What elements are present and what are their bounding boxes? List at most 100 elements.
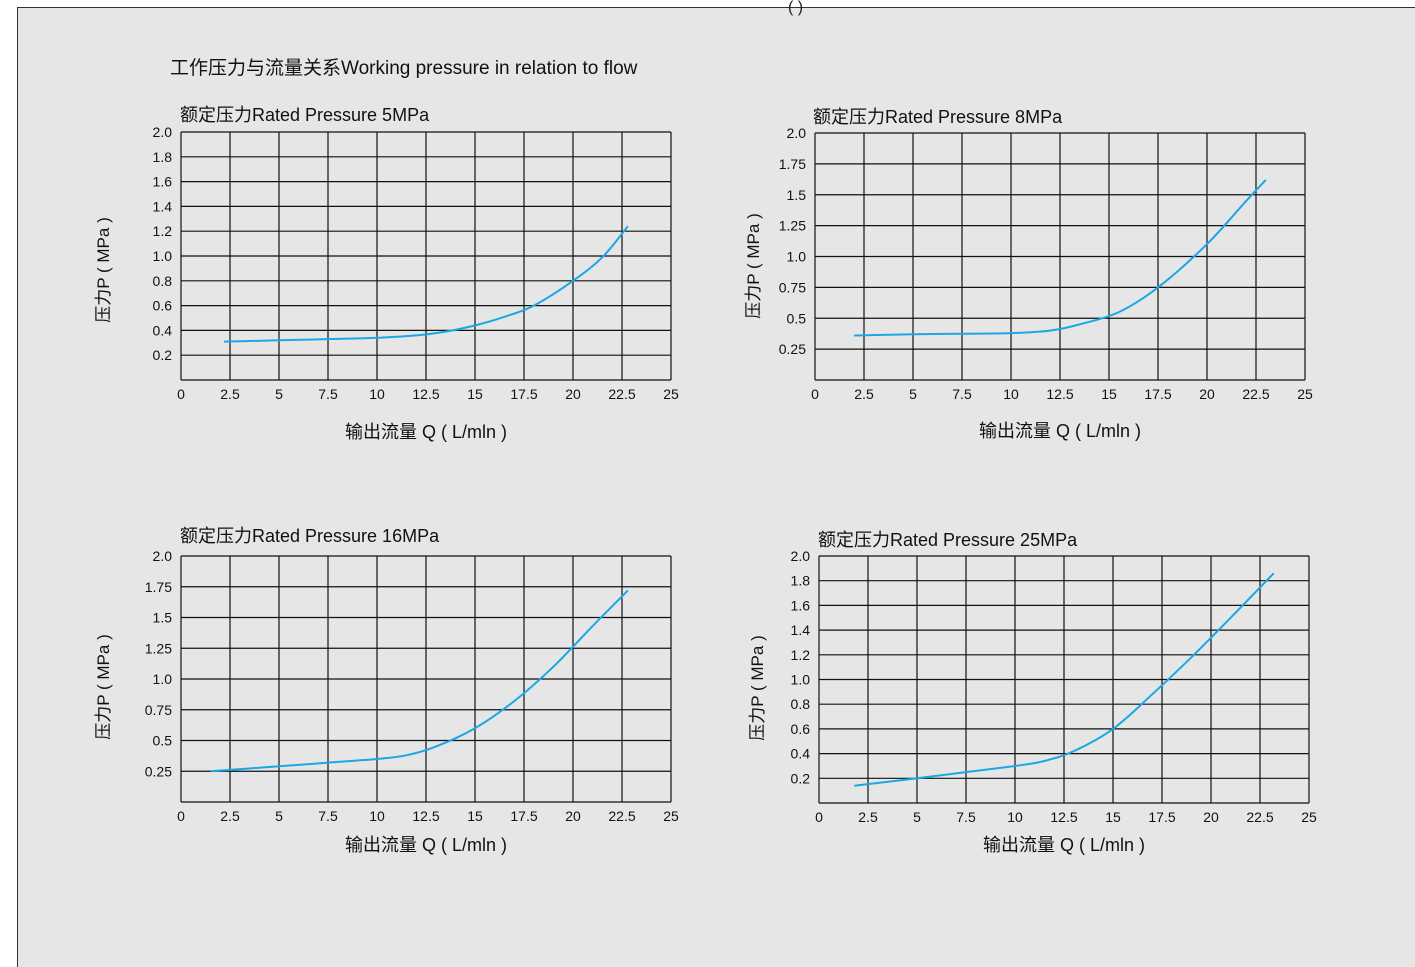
x-tick-label: 0 xyxy=(177,808,185,824)
y-tick-label: 1.0 xyxy=(787,249,807,265)
y-axis-label: 压力P ( MPa ) xyxy=(748,635,767,740)
x-tick-label: 12.5 xyxy=(1050,809,1077,825)
x-tick-label: 15 xyxy=(1101,386,1117,402)
chart-2: 额定压力Rated Pressure 8MPa 0.25 0.5 0.75 1.0 1.2… xyxy=(744,107,1313,441)
x-tick-label: 17.5 xyxy=(510,386,537,402)
chart-1: 额定压力Rated Pressure 5MPa 0.2 0.4 0.6 0.8 1.0 1.… xyxy=(94,105,679,442)
x-axis-label: 输出流量 Q ( L/mln ) xyxy=(345,422,507,442)
y-tick-label: 2.0 xyxy=(153,124,173,140)
y-tick-label: 1.4 xyxy=(153,198,173,214)
x-tick-label: 25 xyxy=(1297,386,1313,402)
x-tick-label: 22.5 xyxy=(1242,386,1269,402)
series-line xyxy=(854,572,1275,787)
chart-title: 额定压力Rated Pressure 16MPa xyxy=(180,526,440,546)
x-tick-label: 10 xyxy=(369,386,385,402)
x-tick-label: 2.5 xyxy=(854,386,874,402)
x-tick-label: 17.5 xyxy=(1144,386,1171,402)
y-tick-label: 1.6 xyxy=(791,597,811,613)
y-tick-label: 1.5 xyxy=(153,610,173,626)
x-tick-label: 2.5 xyxy=(220,386,240,402)
y-tick-label: 2.0 xyxy=(791,548,811,564)
x-tick-label: 12.5 xyxy=(412,386,439,402)
y-tick-label: 0.5 xyxy=(153,733,173,749)
y-tick-label: 0.75 xyxy=(779,279,806,295)
x-tick-label: 20 xyxy=(1203,809,1219,825)
x-tick-label: 7.5 xyxy=(318,808,338,824)
y-tick-label: 0.75 xyxy=(145,702,172,718)
y-tick-label: 0.25 xyxy=(779,341,806,357)
series-line xyxy=(210,589,629,773)
y-tick-label: 1.4 xyxy=(791,622,811,638)
x-tick-label: 0 xyxy=(815,809,823,825)
x-tick-label: 15 xyxy=(467,808,483,824)
x-tick-label: 0 xyxy=(811,386,819,402)
y-axis-label: 压力P ( MPa ) xyxy=(744,213,763,318)
y-axis-label: 压力P ( MPa ) xyxy=(94,217,113,322)
chart-3: 额定压力Rated Pressure 16MPa 0.25 0.5 0.75 1.0 1.… xyxy=(94,526,679,855)
x-tick-label: 17.5 xyxy=(510,808,537,824)
y-tick-label: 0.6 xyxy=(153,298,173,314)
series-line xyxy=(854,179,1267,337)
top-cut-text: ( ) xyxy=(788,0,804,16)
x-axis-label: 输出流量 Q ( L/mln ) xyxy=(345,835,507,855)
x-tick-label: 20 xyxy=(565,386,581,402)
x-tick-label: 5 xyxy=(909,386,917,402)
x-tick-label: 7.5 xyxy=(318,386,338,402)
x-tick-label: 25 xyxy=(1301,809,1317,825)
x-tick-label: 22.5 xyxy=(608,386,635,402)
x-tick-label: 5 xyxy=(913,809,921,825)
y-tick-label: 1.75 xyxy=(779,156,806,172)
y-tick-label: 1.8 xyxy=(791,573,811,589)
x-tick-label: 2.5 xyxy=(858,809,878,825)
y-tick-label: 0.2 xyxy=(791,770,811,786)
y-tick-label: 1.0 xyxy=(153,671,173,687)
x-tick-label: 5 xyxy=(275,386,283,402)
x-tick-label: 12.5 xyxy=(1046,386,1073,402)
y-tick-label: 0.4 xyxy=(153,322,173,338)
y-tick-label: 1.25 xyxy=(145,640,172,656)
y-tick-label: 1.6 xyxy=(153,174,173,190)
x-axis-label: 输出流量 Q ( L/mln ) xyxy=(983,835,1145,855)
x-tick-label: 17.5 xyxy=(1148,809,1175,825)
y-tick-label: 0.8 xyxy=(153,273,173,289)
y-tick-label: 1.25 xyxy=(779,218,806,234)
y-tick-label: 2.0 xyxy=(153,548,173,564)
x-tick-label: 20 xyxy=(1199,386,1215,402)
y-tick-label: 1.0 xyxy=(153,248,173,264)
y-tick-label: 1.75 xyxy=(145,579,172,595)
x-tick-label: 15 xyxy=(467,386,483,402)
chart-title: 额定压力Rated Pressure 5MPa xyxy=(180,105,430,125)
chart-4: 额定压力Rated Pressure 25MPa 0.2 0.4 0.6 0.8 1.0 1… xyxy=(748,530,1317,855)
y-tick-label: 0.25 xyxy=(145,763,172,779)
y-tick-label: 0.8 xyxy=(791,696,811,712)
y-tick-label: 0.5 xyxy=(787,310,807,326)
x-tick-label: 0 xyxy=(177,386,185,402)
y-axis-label: 压力P ( MPa ) xyxy=(94,634,113,739)
y-tick-label: 1.8 xyxy=(153,149,173,165)
y-tick-label: 1.2 xyxy=(153,223,173,239)
x-tick-label: 7.5 xyxy=(952,386,972,402)
y-tick-label: 1.2 xyxy=(791,647,811,663)
x-tick-label: 20 xyxy=(565,808,581,824)
series-line xyxy=(224,225,629,343)
y-tick-label: 0.6 xyxy=(791,721,811,737)
chart-title: 额定压力Rated Pressure 8MPa xyxy=(813,107,1063,127)
y-tick-label: 1.5 xyxy=(787,187,807,203)
page-heading: 工作压力与流量关系Working pressure in relation to… xyxy=(170,58,638,79)
y-tick-label: 1.0 xyxy=(791,672,811,688)
x-tick-label: 15 xyxy=(1105,809,1121,825)
x-tick-label: 25 xyxy=(663,386,679,402)
x-tick-label: 22.5 xyxy=(1246,809,1273,825)
y-tick-label: 0.4 xyxy=(791,746,811,762)
figure-panel: ( ) xyxy=(17,0,1415,967)
x-tick-label: 10 xyxy=(369,808,385,824)
x-tick-label: 12.5 xyxy=(412,808,439,824)
x-tick-label: 10 xyxy=(1007,809,1023,825)
chart-title: 额定压力Rated Pressure 25MPa xyxy=(818,530,1078,550)
y-tick-label: 0.2 xyxy=(153,347,173,363)
x-axis-label: 输出流量 Q ( L/mln ) xyxy=(979,421,1141,441)
x-tick-label: 25 xyxy=(663,808,679,824)
y-tick-label: 2.0 xyxy=(787,125,807,141)
x-tick-label: 2.5 xyxy=(220,808,240,824)
